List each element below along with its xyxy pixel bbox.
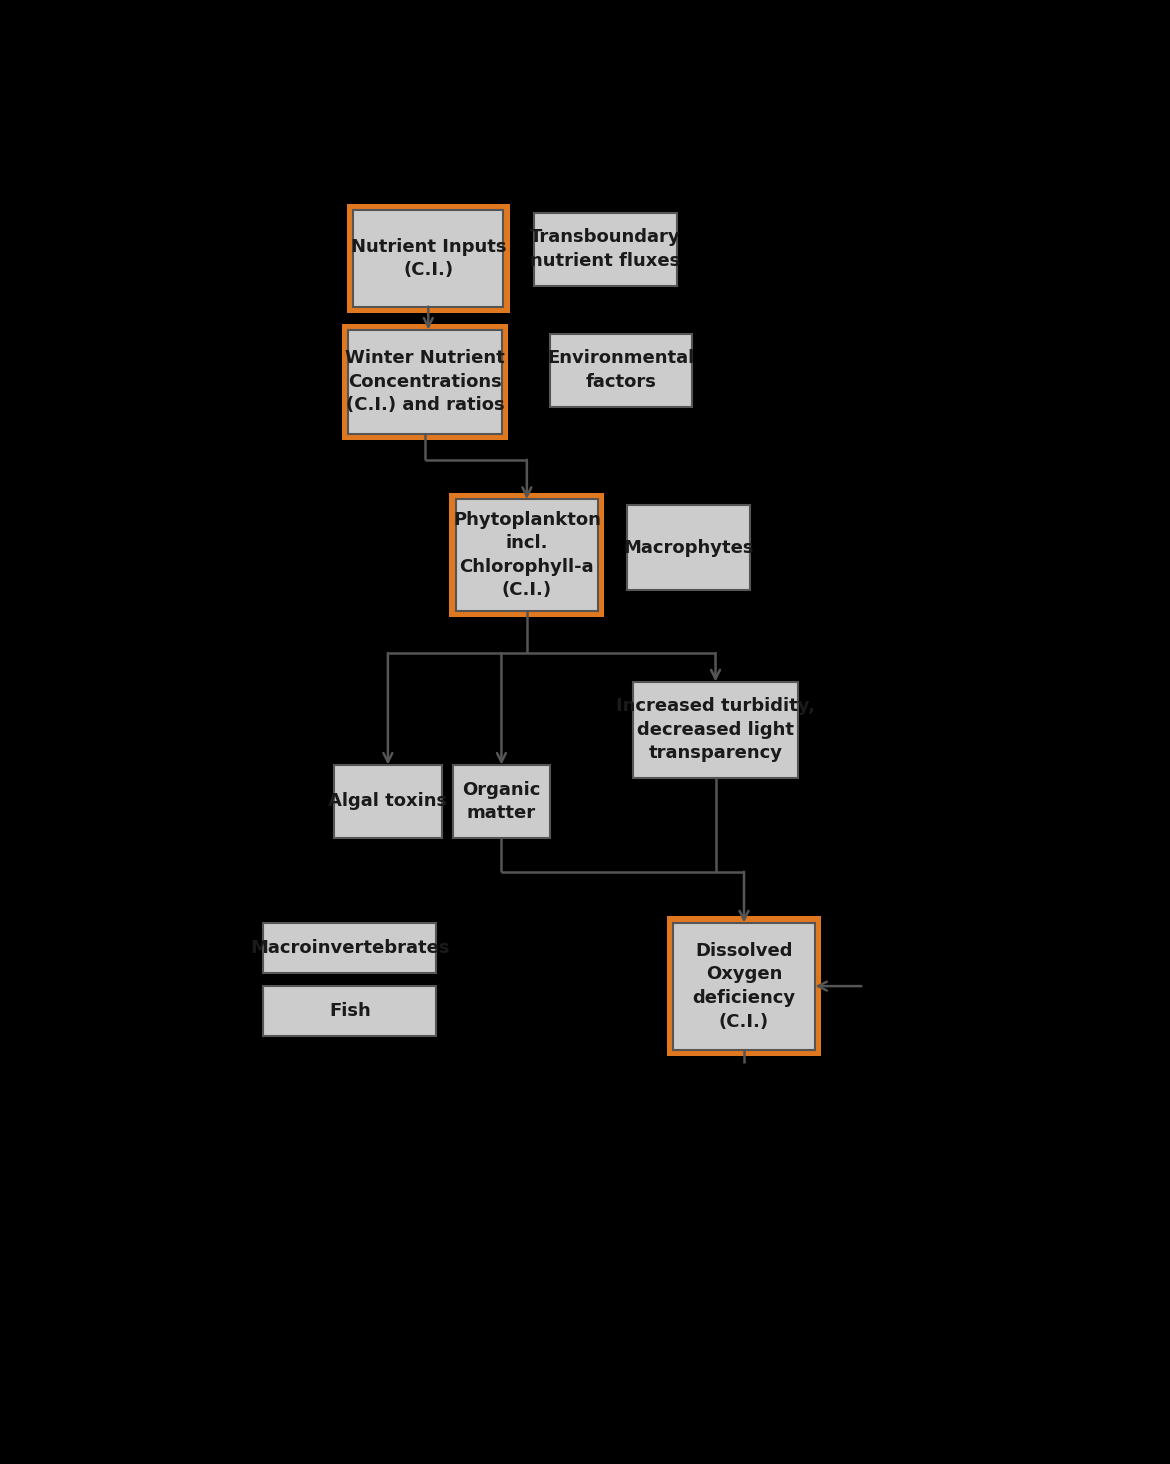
Bar xyxy=(627,505,750,590)
Bar xyxy=(455,499,598,610)
Text: Winter Nutrient
Concentrations
(C.I.) and ratios: Winter Nutrient Concentrations (C.I.) an… xyxy=(345,348,504,414)
Text: Macrophytes: Macrophytes xyxy=(622,539,753,556)
Bar xyxy=(347,203,510,313)
Bar xyxy=(263,922,436,972)
Text: Organic
matter: Organic matter xyxy=(462,780,541,823)
Bar xyxy=(342,324,508,439)
Bar xyxy=(449,493,604,616)
Bar xyxy=(353,211,503,306)
Bar xyxy=(633,682,798,777)
Bar xyxy=(535,212,676,285)
Text: Fish: Fish xyxy=(329,1001,371,1020)
Text: Environmental
factors: Environmental factors xyxy=(548,350,695,391)
Text: Nutrient Inputs
(C.I.): Nutrient Inputs (C.I.) xyxy=(351,237,507,280)
Text: Algal toxins: Algal toxins xyxy=(329,792,447,810)
Bar xyxy=(550,334,691,407)
Text: Dissolved
Oxygen
deficiency
(C.I.): Dissolved Oxygen deficiency (C.I.) xyxy=(693,941,796,1031)
Bar xyxy=(347,329,502,433)
Text: Phytoplankton
incl.
Chlorophyll-a
(C.I.): Phytoplankton incl. Chlorophyll-a (C.I.) xyxy=(453,511,601,599)
Text: Transboundary
nutrient fluxes: Transboundary nutrient fluxes xyxy=(530,228,681,269)
Bar xyxy=(453,764,550,837)
Text: Increased turbidity,
decreased light
transparency: Increased turbidity, decreased light tra… xyxy=(617,697,815,763)
Text: Macroinvertebrates: Macroinvertebrates xyxy=(250,938,449,956)
Bar xyxy=(667,916,821,1056)
Bar xyxy=(333,764,442,837)
Bar xyxy=(673,922,815,1050)
Bar xyxy=(263,985,436,1035)
